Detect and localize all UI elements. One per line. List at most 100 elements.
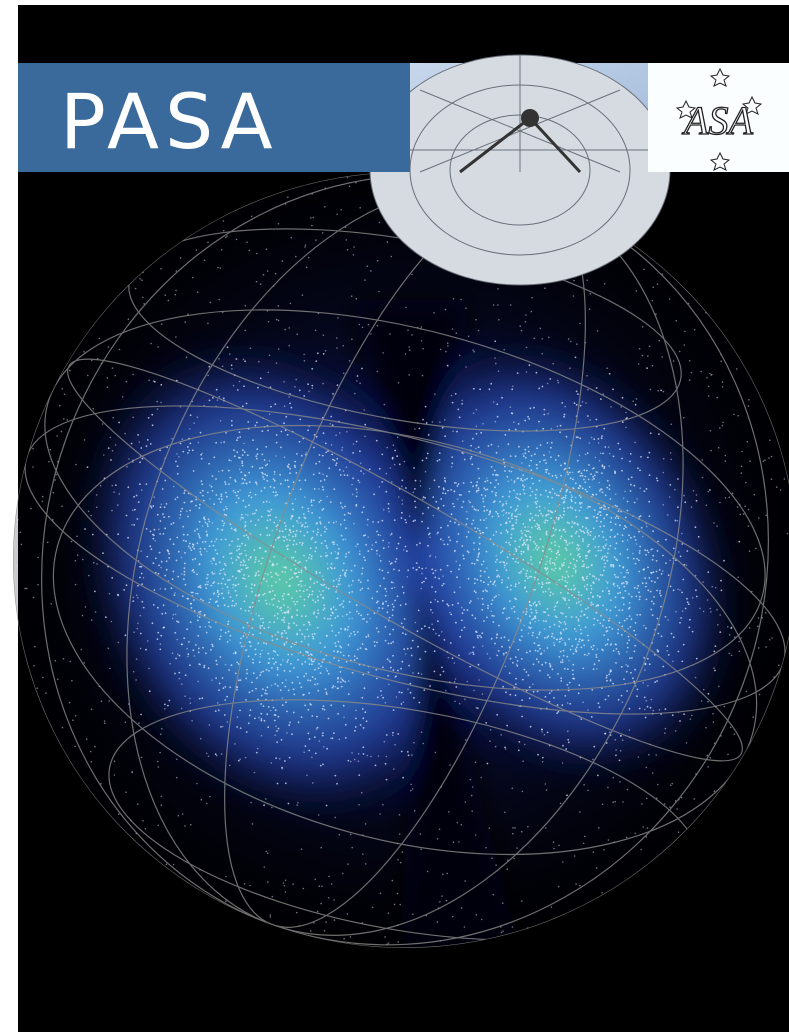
star-point	[268, 321, 270, 323]
star-point	[237, 570, 239, 572]
star-point	[247, 536, 249, 538]
star-point	[706, 377, 708, 379]
star-point	[669, 496, 671, 498]
star-point	[553, 637, 555, 639]
star-point	[241, 517, 243, 519]
star-point	[558, 711, 560, 713]
star-point	[311, 660, 313, 662]
star-point	[394, 464, 396, 466]
star-point	[395, 561, 397, 563]
star-point	[580, 405, 582, 407]
star-point	[443, 671, 445, 673]
star-point	[394, 600, 396, 602]
star-point	[75, 560, 77, 562]
star-point	[573, 585, 575, 587]
star-point	[646, 367, 648, 369]
star-point	[241, 569, 243, 571]
star-point	[233, 490, 235, 492]
star-point	[228, 631, 230, 633]
star-point	[605, 644, 607, 646]
star-point	[109, 593, 111, 595]
star-point	[223, 522, 225, 524]
star-point	[325, 668, 327, 670]
star-point	[587, 635, 589, 637]
star-point	[296, 625, 298, 627]
star-point	[488, 445, 490, 447]
star-point	[271, 635, 273, 637]
star-point	[159, 649, 161, 651]
star-point	[657, 550, 659, 552]
star-point	[260, 672, 262, 674]
star-point	[683, 644, 685, 646]
star-point	[206, 531, 208, 533]
star-point	[511, 412, 513, 414]
star-point	[636, 290, 638, 292]
star-point	[476, 631, 478, 633]
star-point	[109, 668, 111, 670]
star-point	[619, 553, 621, 555]
star-point	[182, 526, 184, 528]
star-point	[378, 755, 380, 757]
star-point	[196, 528, 198, 530]
star-point	[339, 469, 341, 471]
star-point	[281, 739, 283, 741]
star-point	[260, 534, 262, 536]
telescope-photo	[370, 55, 670, 285]
star-point	[474, 508, 476, 510]
star-point	[577, 460, 579, 462]
star-point	[333, 657, 335, 659]
star-point	[348, 655, 350, 657]
star-point	[383, 547, 385, 549]
star-point	[442, 427, 444, 429]
star-point	[657, 633, 659, 635]
star-point	[292, 516, 294, 518]
star-point	[583, 565, 585, 567]
star-point	[615, 523, 617, 525]
star-point	[430, 601, 432, 603]
star-point	[157, 514, 159, 516]
star-point	[327, 563, 329, 565]
star-point	[500, 734, 502, 736]
star-point	[267, 430, 269, 432]
star-point	[574, 597, 576, 599]
star-point	[572, 674, 574, 676]
star-point	[189, 543, 191, 545]
star-point	[259, 656, 261, 658]
star-point	[195, 644, 197, 646]
star-point	[347, 644, 349, 646]
star-point	[550, 591, 552, 593]
star-point	[682, 610, 684, 612]
star-point	[615, 576, 617, 578]
star-point	[231, 605, 233, 607]
star-point	[512, 524, 514, 526]
star-point	[322, 597, 324, 599]
star-point	[700, 371, 702, 373]
star-point	[663, 391, 665, 393]
star-point	[679, 720, 681, 722]
star-point	[207, 375, 209, 377]
star-point	[531, 517, 533, 519]
star-point	[311, 658, 313, 660]
star-point	[236, 689, 238, 691]
journal-title: PASA	[60, 77, 279, 166]
star-point	[534, 642, 536, 644]
star-point	[631, 618, 633, 620]
star-point	[377, 600, 379, 602]
star-point	[421, 340, 423, 342]
star-point	[94, 746, 96, 748]
star-point	[246, 595, 248, 597]
star-point	[575, 883, 577, 885]
star-point	[588, 598, 590, 600]
star-point	[380, 535, 382, 537]
star-point	[646, 550, 648, 552]
star-point	[673, 360, 675, 362]
star-point	[535, 571, 537, 573]
star-point	[211, 541, 213, 543]
star-point	[238, 679, 240, 681]
star-point	[255, 455, 257, 457]
star-point	[547, 608, 549, 610]
star-point	[715, 587, 717, 589]
star-point	[496, 403, 498, 405]
star-point	[336, 214, 338, 216]
star-point	[602, 804, 604, 806]
